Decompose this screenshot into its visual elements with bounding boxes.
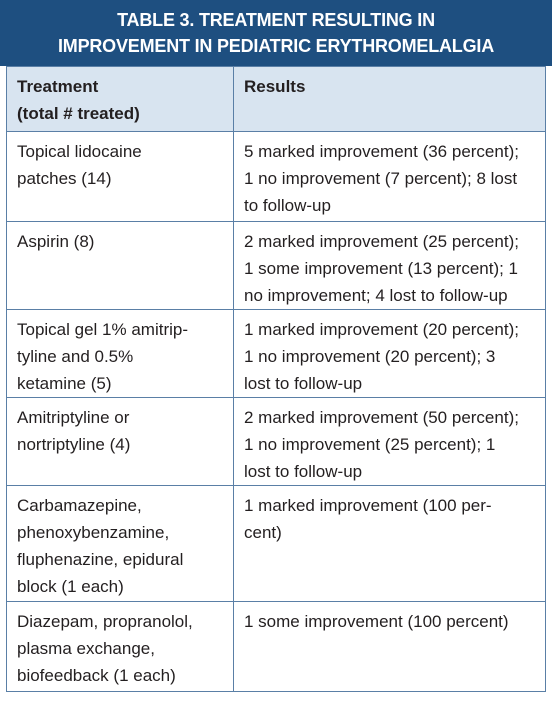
title-line: IMPROVEMENT IN PEDIATRIC ERYTHROMELALGIA xyxy=(57,36,494,56)
cell-line: fluphenazine, epidural xyxy=(17,550,184,569)
cell-line: 1 no improvement (25 percent); 1 xyxy=(244,435,496,454)
table-row: Topical lidocaine patches (14) 5 marked im… xyxy=(6,131,546,222)
cell-line: 1 marked improvement (20 percent); xyxy=(244,320,519,339)
cell-line: block (1 each) xyxy=(17,577,124,596)
cell-line: tyline and 0.5% xyxy=(17,347,134,366)
cell-line: cent) xyxy=(244,523,282,542)
column-header: Treatment (total # treated) xyxy=(6,66,234,132)
cell-line: lost to follow-up xyxy=(244,374,363,393)
cell-line: 2 marked improvement (50 percent); xyxy=(244,408,519,427)
header-row: Treatment (total # treated) Results xyxy=(6,66,546,132)
cell-line: Diazepam, propranolol, xyxy=(17,612,193,631)
table-cell: 2 marked improvement (25 percent); 1 some… xyxy=(233,221,546,310)
cell-line: Topical lidocaine xyxy=(17,142,142,161)
table-cell: Amitriptyline or nortriptyline (4) xyxy=(6,397,234,486)
cell-line: Carbamazepine, xyxy=(17,496,142,515)
cell-line: phenoxybenzamine, xyxy=(17,523,170,542)
header-line: (total # treated) xyxy=(17,104,140,123)
cell-line: 1 some improvement (100 percent) xyxy=(244,612,509,631)
cell-line: Topical gel 1% amitrip- xyxy=(17,320,189,339)
title-bar: TABLE 3. TREATMENT RESULTING IN IMPROVEME… xyxy=(0,0,552,66)
table-cell: 1 marked improvement (20 percent); 1 no i… xyxy=(233,309,546,398)
cell-line: lost to follow-up xyxy=(244,462,363,481)
cell-line: 5 marked improvement (36 percent); xyxy=(244,142,519,161)
title-line: TABLE 3. TREATMENT RESULTING IN xyxy=(117,10,435,30)
cell-line: patches (14) xyxy=(17,169,112,188)
table-row: Topical gel 1% amitrip-tyline and 0.5% ke… xyxy=(6,309,546,398)
header-line: Treatment xyxy=(17,77,99,96)
header-line: Results xyxy=(244,77,306,96)
table-cell: Carbamazepine, phenoxybenzamine, fluphenaz… xyxy=(6,485,234,602)
cell-line: 2 marked improvement (25 percent); xyxy=(244,232,519,251)
table: Treatment (total # treated) Results Topical… xyxy=(6,66,546,692)
table-cell: Aspirin (8) xyxy=(6,221,234,310)
cell-line: to follow-up xyxy=(244,196,331,215)
table-cell: Topical lidocaine patches (14) xyxy=(6,131,234,222)
table-cell: 1 marked improvement (100 per-cent) xyxy=(233,485,546,602)
table-row: Diazepam, propranolol, plasma exchange, bi… xyxy=(6,601,546,692)
cell-line: 1 some improvement (13 percent); 1 xyxy=(244,259,519,278)
table-row: Aspirin (8) 2 marked improvement (25 perc… xyxy=(6,221,546,310)
cell-line: plasma exchange, xyxy=(17,639,155,658)
table-row: Carbamazepine, phenoxybenzamine, fluphenaz… xyxy=(6,485,546,602)
cell-line: 1 no improvement (7 percent); 8 lost xyxy=(244,169,518,188)
table-cell: 5 marked improvement (36 percent); 1 no i… xyxy=(233,131,546,222)
cell-line: 1 no improvement (20 percent); 3 xyxy=(244,347,496,366)
column-header: Results xyxy=(233,66,546,132)
cell-line: 1 marked improvement (100 per- xyxy=(244,496,492,515)
cell-line: Amitriptyline or xyxy=(17,408,130,427)
table-cell: 2 marked improvement (50 percent); 1 no i… xyxy=(233,397,546,486)
cell-line: biofeedback (1 each) xyxy=(17,666,176,685)
cell-line: Aspirin (8) xyxy=(17,232,95,251)
cell-line: nortriptyline (4) xyxy=(17,435,131,454)
table-cell: Diazepam, propranolol, plasma exchange, bi… xyxy=(6,601,234,692)
table-cell: Topical gel 1% amitrip-tyline and 0.5% ke… xyxy=(6,309,234,398)
cell-line: ketamine (5) xyxy=(17,374,112,393)
cell-line: no improvement; 4 lost to follow-up xyxy=(244,286,508,305)
table-row: Amitriptyline or nortriptyline (4) 2 marke… xyxy=(6,397,546,486)
table-cell: 1 some improvement (100 percent) xyxy=(233,601,546,692)
